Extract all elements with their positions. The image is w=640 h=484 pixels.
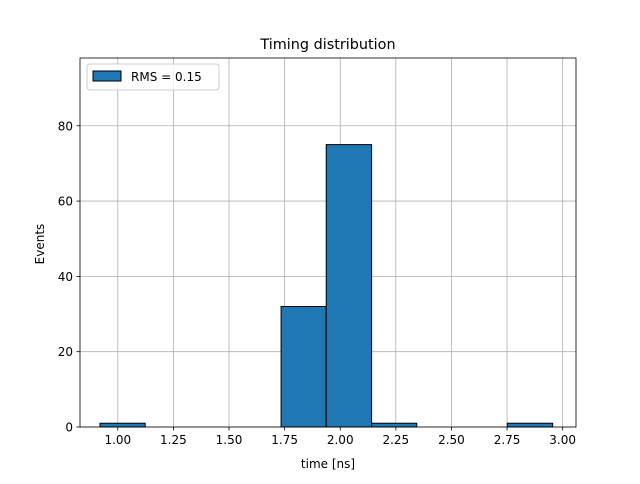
histogram-bar <box>371 422 418 428</box>
histogram-bar <box>99 422 146 428</box>
histogram-bar <box>506 422 554 428</box>
x-tick-label: 2.50 <box>438 433 465 447</box>
axes-frame <box>79 57 577 428</box>
legend-entry-label: RMS = 0.15 <box>131 70 202 84</box>
x-tick-label: 1.00 <box>104 433 131 447</box>
x-tick-label: 1.50 <box>216 433 243 447</box>
x-tick-label: 1.25 <box>160 433 187 447</box>
axis-ticks: 1.00 1.25 1.50 1.75 2.00 2.25 2.50 2.75 3.00 0 20 4… <box>58 119 576 447</box>
x-tick-label: 1.75 <box>271 433 298 447</box>
x-tick-label: 2.00 <box>327 433 354 447</box>
legend-swatch <box>92 70 122 82</box>
y-axis-label: Events <box>33 224 47 265</box>
legend: RMS = 0.15 <box>86 63 220 91</box>
y-tick-label: 20 <box>58 345 73 359</box>
histogram-bar <box>280 306 327 428</box>
chart-title: Timing distribution <box>259 37 395 53</box>
y-tick-label: 40 <box>58 270 73 284</box>
x-tick-label: 2.25 <box>382 433 409 447</box>
y-tick-label: 80 <box>58 119 73 133</box>
x-tick-label: 2.75 <box>494 433 521 447</box>
x-tick-label: 3.00 <box>549 433 576 447</box>
x-axis-label: time [ns] <box>301 457 355 471</box>
y-tick-label: 60 <box>58 195 73 209</box>
histogram-bar <box>325 144 373 428</box>
y-tick-label: 0 <box>65 421 73 435</box>
